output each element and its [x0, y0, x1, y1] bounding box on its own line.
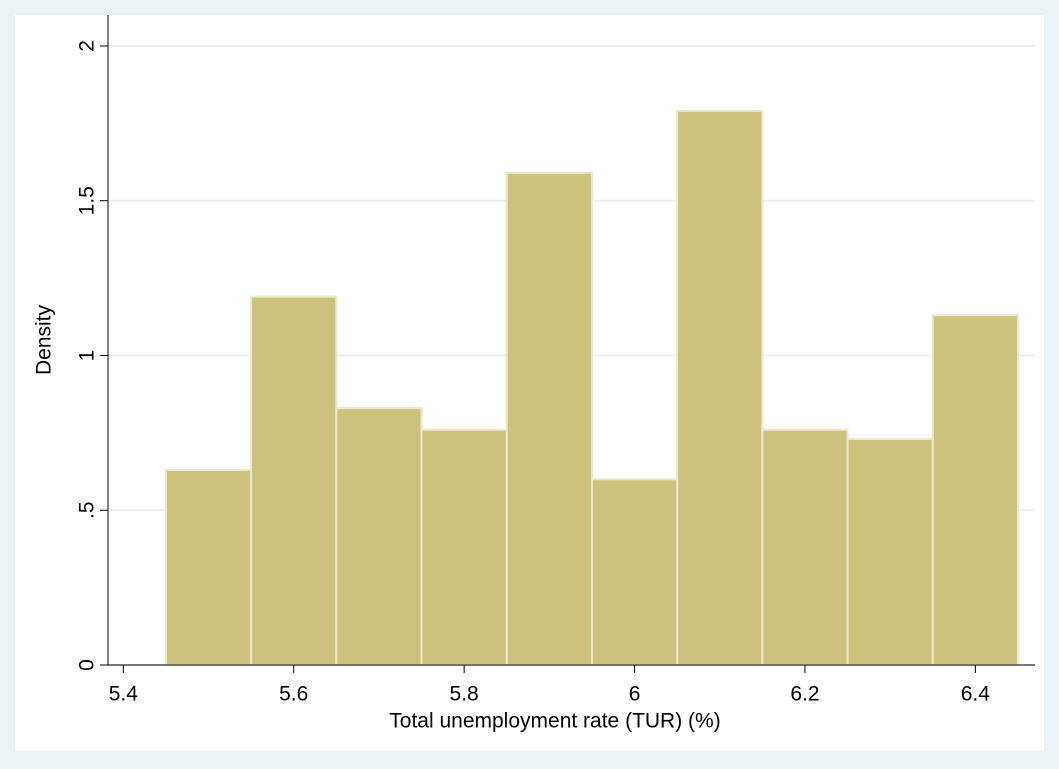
y-axis-label: Density [33, 304, 56, 375]
bar [590, 478, 679, 666]
y-tick-label: 0 [76, 659, 99, 671]
x-tick-label: 5.4 [109, 683, 139, 706]
bar [931, 314, 1019, 666]
y-tick-label: .5 [76, 501, 99, 519]
bar [420, 428, 508, 666]
bar [335, 407, 423, 666]
bar [846, 438, 934, 666]
x-tick-label: 5.8 [450, 683, 479, 706]
bar [164, 469, 253, 666]
bar [676, 109, 764, 666]
bar [505, 171, 593, 666]
x-tick-label: 5.6 [279, 683, 308, 706]
x-tick-label: 6.4 [961, 683, 991, 706]
y-tick-label: 1 [76, 350, 99, 362]
x-tick-label: 6.2 [790, 683, 819, 706]
x-tick-label: 6 [629, 683, 641, 706]
y-tick-label: 1.5 [76, 186, 99, 215]
y-tick-label: 2 [76, 40, 99, 52]
bar [761, 428, 849, 666]
bar [250, 295, 338, 666]
x-axis-label: Total unemployment rate (TUR) (%) [389, 710, 720, 733]
